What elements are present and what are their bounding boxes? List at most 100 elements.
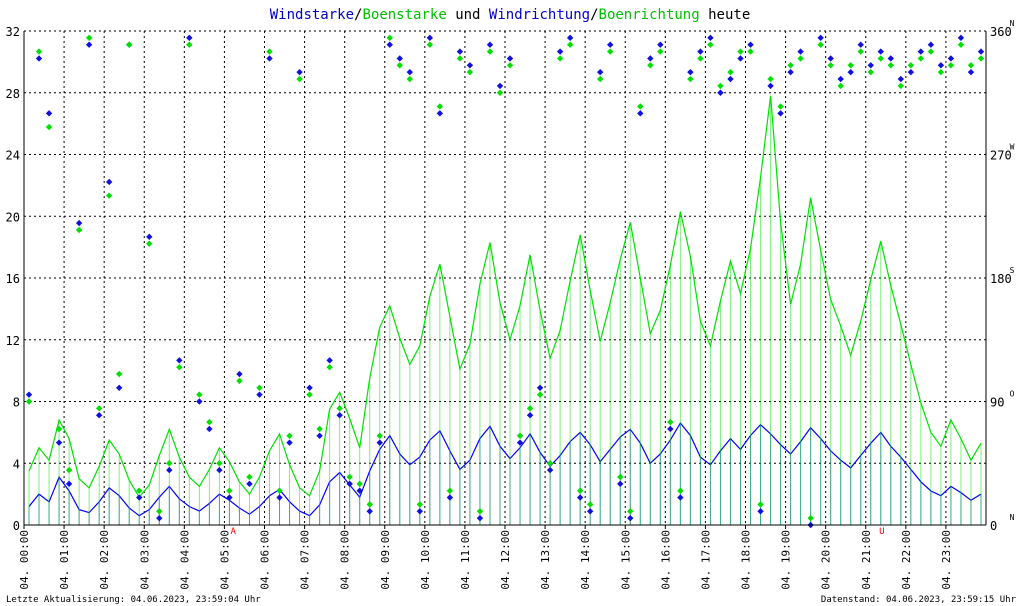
series-boenstarke: [28, 95, 982, 525]
compass-label-3: W: [1010, 143, 1015, 152]
point-windrichtung-2: [45, 110, 53, 117]
x-tick-label-4: 04. 04:00: [178, 530, 191, 590]
point-boenrichtung-46: [486, 48, 494, 55]
x-tick-label-17: 04. 17:00: [699, 530, 712, 590]
point-windrichtung-47: [496, 82, 504, 90]
x-tick-label-15: 04. 15:00: [619, 530, 632, 590]
point-boenrichtung-6: [85, 34, 93, 42]
point-windrichtung-75: [777, 110, 784, 117]
footer-last-update: Letzte Aktualisierung: 04.06.2023, 23:59…: [6, 595, 261, 605]
point-windrichtung-34: [366, 508, 373, 515]
point-windrichtung-3: [55, 439, 63, 446]
point-boenrichtung-89: [917, 55, 925, 62]
title-part-4: Windrichtung: [489, 7, 590, 23]
x-tick-label-16: 04. 16:00: [659, 530, 672, 590]
point-boenrichtung-60: [627, 508, 634, 515]
point-boenrichtung-79: [817, 41, 824, 48]
point-windrichtung-63: [657, 41, 664, 48]
point-boenrichtung-32: [346, 473, 353, 481]
point-windrichtung-42: [446, 494, 454, 501]
point-boenrichtung-21: [236, 377, 243, 385]
x-tick-label-9: 04. 09:00: [379, 530, 392, 590]
point-boenrichtung-27: [296, 75, 303, 83]
point-boenrichtung-84: [867, 68, 874, 76]
y-left-tick-3: 12: [6, 334, 20, 348]
point-boenrichtung-61: [637, 103, 644, 110]
point-windrichtung-95: [977, 48, 985, 55]
point-windrichtung-27: [296, 68, 303, 76]
point-windrichtung-15: [176, 357, 183, 364]
x-tick-label-18: 04. 18:00: [740, 530, 753, 590]
x-tick-label-5: 04. 05:00: [218, 530, 231, 590]
point-boenrichtung-71: [737, 48, 744, 55]
point-boenrichtung-7: [95, 405, 103, 412]
point-windrichtung-44: [466, 62, 474, 69]
point-windrichtung-51: [536, 384, 544, 391]
point-windrichtung-32: [346, 480, 353, 488]
point-windrichtung-73: [757, 508, 764, 515]
point-windrichtung-39: [416, 508, 424, 515]
point-windrichtung-8: [105, 178, 113, 186]
series-layer: [25, 34, 985, 529]
point-boenrichtung-76: [787, 62, 794, 69]
point-boenrichtung-31: [336, 405, 343, 412]
point-windrichtung-71: [737, 55, 744, 62]
point-boenrichtung-43: [456, 55, 464, 62]
title-part-2: Boenstarke: [362, 7, 446, 23]
point-windrichtung-62: [647, 55, 654, 62]
title-part-5: /: [590, 7, 598, 23]
point-boenrichtung-78: [807, 514, 814, 522]
point-boenrichtung-70: [727, 68, 734, 76]
title-part-3: und: [447, 7, 489, 23]
y-left-tick-4: 16: [6, 272, 20, 286]
marker-a: A: [231, 527, 237, 537]
point-boenrichtung-9: [115, 370, 123, 378]
point-windrichtung-26: [286, 439, 293, 446]
point-boenrichtung-77: [797, 55, 804, 62]
point-boenrichtung-1: [35, 48, 43, 55]
point-windrichtung-18: [206, 425, 213, 433]
point-windrichtung-59: [617, 480, 624, 488]
point-windrichtung-74: [767, 82, 774, 90]
title-part-7: heute: [700, 7, 751, 23]
point-boenrichtung-3: [55, 425, 63, 433]
point-boenrichtung-20: [226, 487, 233, 494]
point-boenrichtung-17: [196, 391, 203, 398]
title-part-0: Windstarke: [270, 7, 354, 23]
point-boenrichtung-95: [977, 55, 985, 62]
x-tick-label-2: 04. 02:00: [98, 530, 111, 590]
point-boenrichtung-33: [356, 480, 363, 488]
point-windrichtung-91: [937, 62, 945, 69]
point-windrichtung-43: [456, 48, 464, 55]
point-windrichtung-88: [907, 68, 915, 76]
point-boenrichtung-53: [556, 55, 564, 62]
point-windrichtung-72: [747, 41, 754, 48]
point-boenrichtung-28: [306, 391, 313, 398]
point-windrichtung-81: [837, 75, 844, 83]
point-windrichtung-82: [847, 68, 854, 76]
series-line-windstarke: [28, 422, 982, 517]
point-windrichtung-6: [85, 41, 93, 48]
point-boenrichtung-72: [747, 48, 754, 55]
point-boenrichtung-87: [897, 82, 905, 90]
point-boenrichtung-36: [386, 34, 393, 42]
y-left-tick-8: 32: [6, 25, 20, 39]
series-windrichtung: [25, 34, 985, 529]
point-windrichtung-14: [166, 466, 173, 474]
x-tick-label-8: 04. 08:00: [339, 530, 352, 590]
point-boenrichtung-25: [276, 487, 283, 494]
x-tick-label-11: 04. 11:00: [459, 530, 472, 590]
point-windrichtung-7: [95, 412, 103, 419]
point-boenrichtung-93: [957, 41, 965, 48]
series-line-boenstarke: [28, 95, 982, 499]
title-part-1: /: [354, 7, 362, 23]
point-windrichtung-80: [827, 55, 834, 62]
point-boenrichtung-23: [256, 384, 263, 391]
point-boenrichtung-82: [847, 62, 854, 69]
point-boenrichtung-15: [176, 363, 183, 371]
point-windrichtung-38: [406, 68, 414, 76]
x-tick-label-21: 04. 21:00: [860, 530, 873, 590]
point-windrichtung-5: [75, 219, 83, 227]
x-tick-label-12: 04. 12:00: [499, 530, 512, 590]
point-windrichtung-21: [236, 370, 243, 378]
